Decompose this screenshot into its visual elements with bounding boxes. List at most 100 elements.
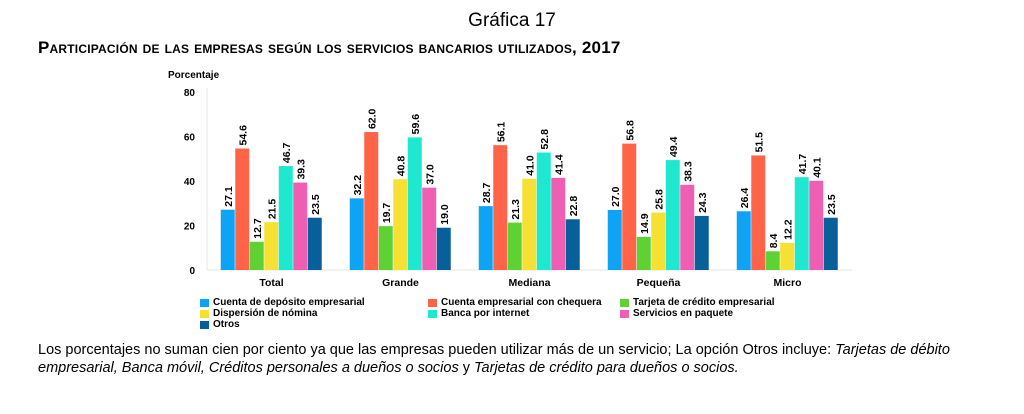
- data-label: 41.4: [554, 154, 566, 175]
- footnote-and: y: [462, 360, 470, 376]
- footnote-text: Los porcentajes no suman cien por ciento…: [38, 342, 832, 358]
- x-tick-label: Grande: [382, 277, 419, 289]
- legend-label: Cuenta de depósito empresarial: [213, 297, 365, 308]
- bar: [436, 227, 451, 270]
- legend-swatch: [200, 298, 209, 307]
- data-label: 25.8: [654, 189, 666, 210]
- data-label: 8.4: [768, 234, 780, 249]
- legend-item: Servicios en paquete: [620, 308, 733, 319]
- footnote-italic-1: Tarjetas de débito empresarial, Banca mó…: [38, 342, 950, 376]
- data-label: 23.5: [310, 194, 322, 215]
- data-label: 59.6: [410, 114, 422, 135]
- data-label: 46.7: [281, 142, 293, 163]
- bar: [220, 209, 235, 270]
- data-label: 24.3: [697, 192, 709, 213]
- bar: [794, 177, 809, 270]
- legend-swatch: [200, 309, 209, 318]
- bar: [393, 179, 408, 270]
- bar: [636, 236, 651, 270]
- data-label: 14.9: [639, 213, 651, 234]
- data-label: 40.8: [396, 156, 408, 177]
- bar: [536, 152, 551, 270]
- x-tick-label: Pequeña: [637, 277, 681, 289]
- x-tick-label: Mediana: [508, 277, 550, 289]
- y-tick-label: 60: [184, 133, 196, 144]
- bar: [565, 219, 580, 270]
- y-tick-label: 20: [184, 222, 196, 233]
- data-label: 27.0: [610, 186, 622, 207]
- data-label: 39.3: [296, 159, 308, 180]
- data-label: 32.2: [352, 175, 364, 196]
- footnote: Los porcentajes no suman cien por ciento…: [38, 341, 988, 377]
- data-label: 26.4: [739, 188, 751, 209]
- chart-title: Gráfica 17: [468, 10, 556, 31]
- bar: [507, 222, 522, 270]
- bar: [809, 180, 824, 270]
- data-label: 28.7: [481, 183, 493, 204]
- chart-subtitle: Participación de las empresas según los …: [38, 38, 621, 57]
- legend-swatch: [620, 298, 629, 307]
- data-label: 40.1: [812, 157, 824, 178]
- legend-item: Tarjeta de crédito empresarial: [620, 297, 775, 308]
- data-label: 38.3: [683, 161, 695, 182]
- data-label: 37.0: [425, 164, 437, 185]
- legend-item: Otros: [200, 319, 240, 330]
- data-label: 54.6: [238, 125, 250, 146]
- bar: [522, 178, 537, 270]
- bar: [651, 212, 666, 270]
- y-tick-label: 80: [184, 88, 196, 99]
- bar: [751, 155, 766, 270]
- data-label: 51.5: [754, 132, 766, 153]
- legend-item: Banca por internet: [428, 308, 529, 319]
- data-label: 22.8: [568, 196, 580, 217]
- bar: [307, 217, 322, 270]
- legend-swatch: [428, 298, 437, 307]
- bar: [293, 182, 308, 270]
- bar: [478, 206, 493, 270]
- data-label: 12.2: [783, 219, 795, 240]
- bar: [349, 198, 364, 270]
- legend-swatch: [620, 309, 629, 318]
- data-label: 49.4: [668, 136, 680, 157]
- bar: [765, 251, 780, 270]
- bar: [780, 242, 795, 270]
- data-label: 19.0: [439, 204, 451, 225]
- legend-label: Dispersión de nómina: [213, 308, 318, 319]
- data-label: 62.0: [367, 108, 379, 129]
- bar: [364, 132, 379, 270]
- legend-label: Otros: [213, 319, 240, 330]
- legend-label: Tarjeta de crédito empresarial: [633, 297, 775, 308]
- bar: [235, 148, 250, 270]
- data-label: 52.8: [539, 129, 551, 150]
- footnote-italic-2: Tarjetas de crédito para dueños o socios…: [474, 360, 739, 376]
- bar: [422, 187, 437, 270]
- legend-swatch: [200, 320, 209, 329]
- data-label: 21.3: [510, 199, 522, 220]
- bar: [407, 137, 422, 270]
- y-tick-label: 40: [184, 177, 196, 188]
- bar: [622, 143, 637, 270]
- data-label: 27.1: [223, 186, 235, 207]
- data-label: 21.5: [267, 199, 279, 220]
- legend-label: Cuenta empresarial con chequera: [441, 297, 602, 308]
- bar: [736, 211, 751, 270]
- bar: [607, 209, 622, 270]
- bar: [680, 184, 695, 270]
- bar: [823, 217, 838, 270]
- bar: [278, 166, 293, 270]
- legend-label: Banca por internet: [441, 308, 530, 319]
- y-axis-label: Porcentaje: [168, 70, 220, 81]
- data-label: 56.8: [625, 120, 637, 141]
- data-label: 23.5: [826, 194, 838, 215]
- legend-label: Servicios en paquete: [633, 308, 734, 319]
- legend-swatch: [428, 309, 437, 318]
- legend-item: Cuenta de depósito empresarial: [200, 297, 365, 308]
- data-label: 41.0: [525, 155, 537, 176]
- bar: [249, 241, 264, 270]
- bar: [694, 215, 709, 270]
- data-label: 19.7: [381, 203, 393, 224]
- data-label: 56.1: [496, 122, 508, 143]
- data-label: 41.7: [797, 154, 809, 175]
- legend-item: Cuenta empresarial con chequera: [428, 297, 602, 308]
